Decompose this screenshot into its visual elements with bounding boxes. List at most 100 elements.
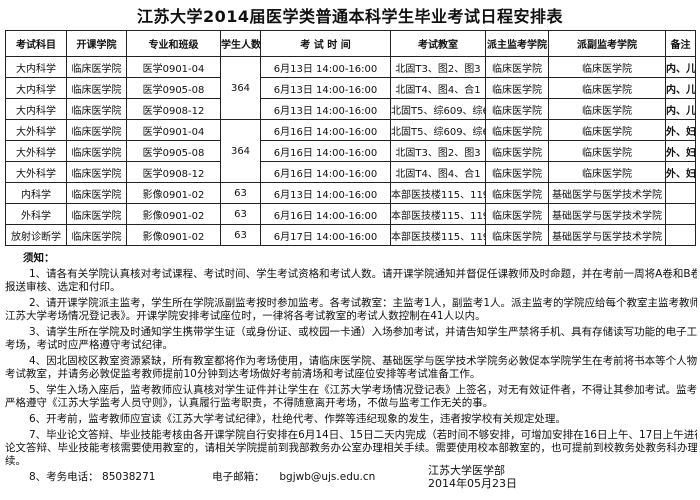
column-header: 考试科目 bbox=[5, 30, 67, 57]
cell-room: 本部医技楼115、119 bbox=[390, 224, 486, 246]
cell-time: 6月16日 14:00-16:00 bbox=[260, 140, 391, 162]
note-line: 江苏大学考场情况登记表》。开课学院安排考试座位时，一律将各考试教室的考试人数控制… bbox=[5, 310, 486, 322]
table-row: 大内科学 临床医学院 医学0901-04 364 6月13日 14:00-16:00 北固… bbox=[5, 56, 696, 120]
cell-subject: 外科学 bbox=[5, 203, 67, 225]
signature-org: 江苏大学医学部 bbox=[428, 464, 505, 477]
cell-class: 医学0908-12 bbox=[126, 161, 221, 183]
cell-room: 北固T4、图4、合1 bbox=[390, 77, 486, 99]
note-line: 2、请开课学院派主监考，学生所在学院派副监考按时参加监考。各考试教室：主监考1人… bbox=[29, 297, 697, 309]
cell-room: 本部医技楼115、119 bbox=[390, 182, 486, 204]
cell-time: 6月16日 14:00-16:00 bbox=[260, 161, 391, 183]
cell-college: 临床医学院 bbox=[66, 161, 127, 183]
cell-vice: 临床医学院 bbox=[548, 161, 666, 183]
cell-main: 临床医学院 bbox=[485, 98, 549, 120]
cell-vice: 基础医学与医学技术学院 bbox=[548, 224, 666, 246]
cell-subject: 大内科学 bbox=[5, 98, 67, 120]
cell-college: 临床医学院 bbox=[66, 203, 127, 225]
email-address: bgjwb@ujs.edu.cn bbox=[279, 471, 376, 483]
cell-college: 临床医学院 bbox=[66, 98, 127, 120]
cell-main: 临床医学院 bbox=[485, 203, 549, 225]
note-line: 续。 bbox=[5, 455, 26, 467]
cell-vice: 临床医学院 bbox=[548, 77, 666, 99]
cell-time: 6月13日 14:00-16:00 bbox=[260, 98, 391, 120]
column-header: 学生人数 bbox=[220, 30, 261, 57]
cell-students: 364 bbox=[220, 56, 261, 120]
cell-class: 医学0901-04 bbox=[126, 119, 221, 141]
cell-vice: 临床医学院 bbox=[548, 98, 666, 120]
cell-vice: 基础医学与医学技术学院 bbox=[548, 182, 666, 204]
note-item: 6、开考前，监考教师应宣读《江苏大学考试纪律》，杜绝代考、作弊等违纪现象的发生，… bbox=[5, 413, 697, 426]
cell-students: 364 bbox=[220, 119, 261, 183]
cell-main: 临床医学院 bbox=[485, 140, 549, 162]
table-header-row: 考试科目 开课学院 专业和班级 学生人数考 试 时 间考试教室 派主监考学院 派副监考学院… bbox=[5, 30, 696, 57]
cell-subject: 大外科学 bbox=[5, 140, 67, 162]
cell-vice: 临床医学院 bbox=[548, 119, 666, 141]
cell-students: 63 bbox=[220, 203, 261, 225]
note-item: 2、请开课学院派主监考，学生所在学院派副监考按时参加监考。各考试教室：主监考1人… bbox=[5, 297, 697, 323]
cell-main: 临床医学院 bbox=[485, 119, 549, 141]
cell-main: 临床医学院 bbox=[485, 77, 549, 99]
cell-remark: 外、妇 bbox=[665, 119, 696, 141]
note-item: 4、因北固校区教室资源紧缺，所有教室都将作为考场使用，请临床医学院、基础医学与医… bbox=[5, 355, 697, 381]
note-line: 报送审核、选定和付印。 bbox=[5, 281, 121, 293]
note-item: 7、毕业论文答辩、毕业技能考核由各开课学院自行安排在6月14日、15日二天内完成… bbox=[5, 429, 697, 468]
column-header: 派副监考学院 bbox=[548, 30, 666, 57]
email-label: 电子邮箱： bbox=[212, 471, 265, 483]
cell-college: 临床医学院 bbox=[66, 140, 127, 162]
cell-subject: 大外科学 bbox=[5, 161, 67, 183]
cell-class: 医学0905-08 bbox=[126, 77, 221, 99]
table-row: 大外科学 临床医学院 医学0908-12 6月16日 14:00-16:00 北固T4、… bbox=[5, 161, 696, 183]
cell-room: 本部医技楼115、119 bbox=[390, 203, 486, 225]
note-line: 考场，考试时应严格遵守考试纪律。 bbox=[5, 339, 173, 351]
cell-main: 临床医学院 bbox=[485, 161, 549, 183]
cell-time: 6月16日 14:00-16:00 bbox=[260, 119, 391, 141]
cell-college: 临床医学院 bbox=[66, 56, 127, 78]
cell-subject: 大内科学 bbox=[5, 56, 67, 78]
cell-main: 临床医学院 bbox=[485, 56, 549, 78]
note-item: 1、请各有关学院认真核对考试课程、考试时间、学生考试资格和考试人数。请开课学院通… bbox=[5, 268, 697, 294]
notes-heading: 须知： bbox=[23, 252, 55, 264]
note-line: 7、毕业论文答辩、毕业技能考核由各开课学院自行安排在6月14日、15日二天内完成… bbox=[29, 429, 697, 441]
column-header: 派主监考学院 bbox=[485, 30, 549, 57]
cell-college: 临床医学院 bbox=[66, 119, 127, 141]
cell-remark: 外、妇 bbox=[665, 140, 696, 162]
cell-time: 6月16日 14:00-16:00 bbox=[260, 203, 391, 225]
notes-section: 须知： 1、请各有关学院认真核对考试课程、考试时间、学生考试资格和考试人数。请开… bbox=[5, 252, 697, 484]
cell-vice: 临床医学院 bbox=[548, 140, 666, 162]
table-row: 大内科学 临床医学院 医学0905-08 6月13日 14:00-16:00 北固T4、… bbox=[5, 77, 696, 99]
note-line: 6、开考前，监考教师应宣读《江苏大学考试纪律》，杜绝代考、作弊等违纪现象的发生，… bbox=[29, 413, 566, 425]
cell-vice: 临床医学院 bbox=[548, 56, 666, 78]
table-row: 大外科学 临床医学院 医学0905-08 6月16日 14:00-16:00 北固T3、… bbox=[5, 140, 696, 162]
cell-subject: 大内科学 bbox=[5, 77, 67, 99]
table-row: 内科学 临床医学院 影像0901-02 63 6月13日 14:00-16:00 本部医技… bbox=[5, 182, 696, 204]
column-header: 开课学院 bbox=[66, 30, 127, 57]
cell-class: 医学0908-12 bbox=[126, 98, 221, 120]
cell-time: 6月13日 14:00-16:00 bbox=[260, 182, 391, 204]
cell-remark: 内、儿 bbox=[665, 98, 696, 120]
cell-subject: 放射诊断学 bbox=[5, 224, 67, 246]
cell-room: 北固T5、综609、综608 bbox=[390, 119, 486, 141]
cell-class: 医学0905-08 bbox=[126, 140, 221, 162]
cell-time: 6月13日 14:00-16:00 bbox=[260, 56, 391, 78]
cell-main: 临床医学院 bbox=[485, 182, 549, 204]
column-header: 考 试 时 间 bbox=[260, 30, 391, 57]
signature: 江苏大学医学部 2014年05月23日 bbox=[428, 464, 517, 490]
cell-room: 北固T5、综609、综608 bbox=[390, 98, 486, 120]
phone-label: 8、考务电话： bbox=[29, 471, 99, 483]
note-line: 1、请各有关学院认真核对考试课程、考试时间、学生考试资格和考试人数。请开课学院通… bbox=[29, 268, 697, 280]
cell-college: 临床医学院 bbox=[66, 77, 127, 99]
cell-remark bbox=[665, 224, 696, 246]
cell-remark bbox=[665, 203, 696, 225]
cell-room: 北固T4、图4、合1 bbox=[390, 161, 486, 183]
cell-subject: 大外科学 bbox=[5, 119, 67, 141]
cell-class: 医学0901-04 bbox=[126, 56, 221, 78]
cell-main: 临床医学院 bbox=[485, 224, 549, 246]
cell-subject: 内科学 bbox=[5, 182, 67, 204]
cell-students: 63 bbox=[220, 182, 261, 204]
note-line: 严格遵守《江苏大学监考人员守则》，认真履行监考职责，不得随意离开考场，不做与监考… bbox=[5, 397, 494, 409]
cell-room: 北固T3、图2、图3 bbox=[390, 56, 486, 78]
cell-time: 6月17日 14:00-16:00 bbox=[260, 224, 391, 246]
cell-class: 影像0901-02 bbox=[126, 224, 221, 246]
cell-remark: 内、儿 bbox=[665, 77, 696, 99]
note-line: 论文答辩、毕业技能考核需要使用教室的，请相关学院提前到我部教务办公室办理相关手续… bbox=[5, 442, 697, 454]
